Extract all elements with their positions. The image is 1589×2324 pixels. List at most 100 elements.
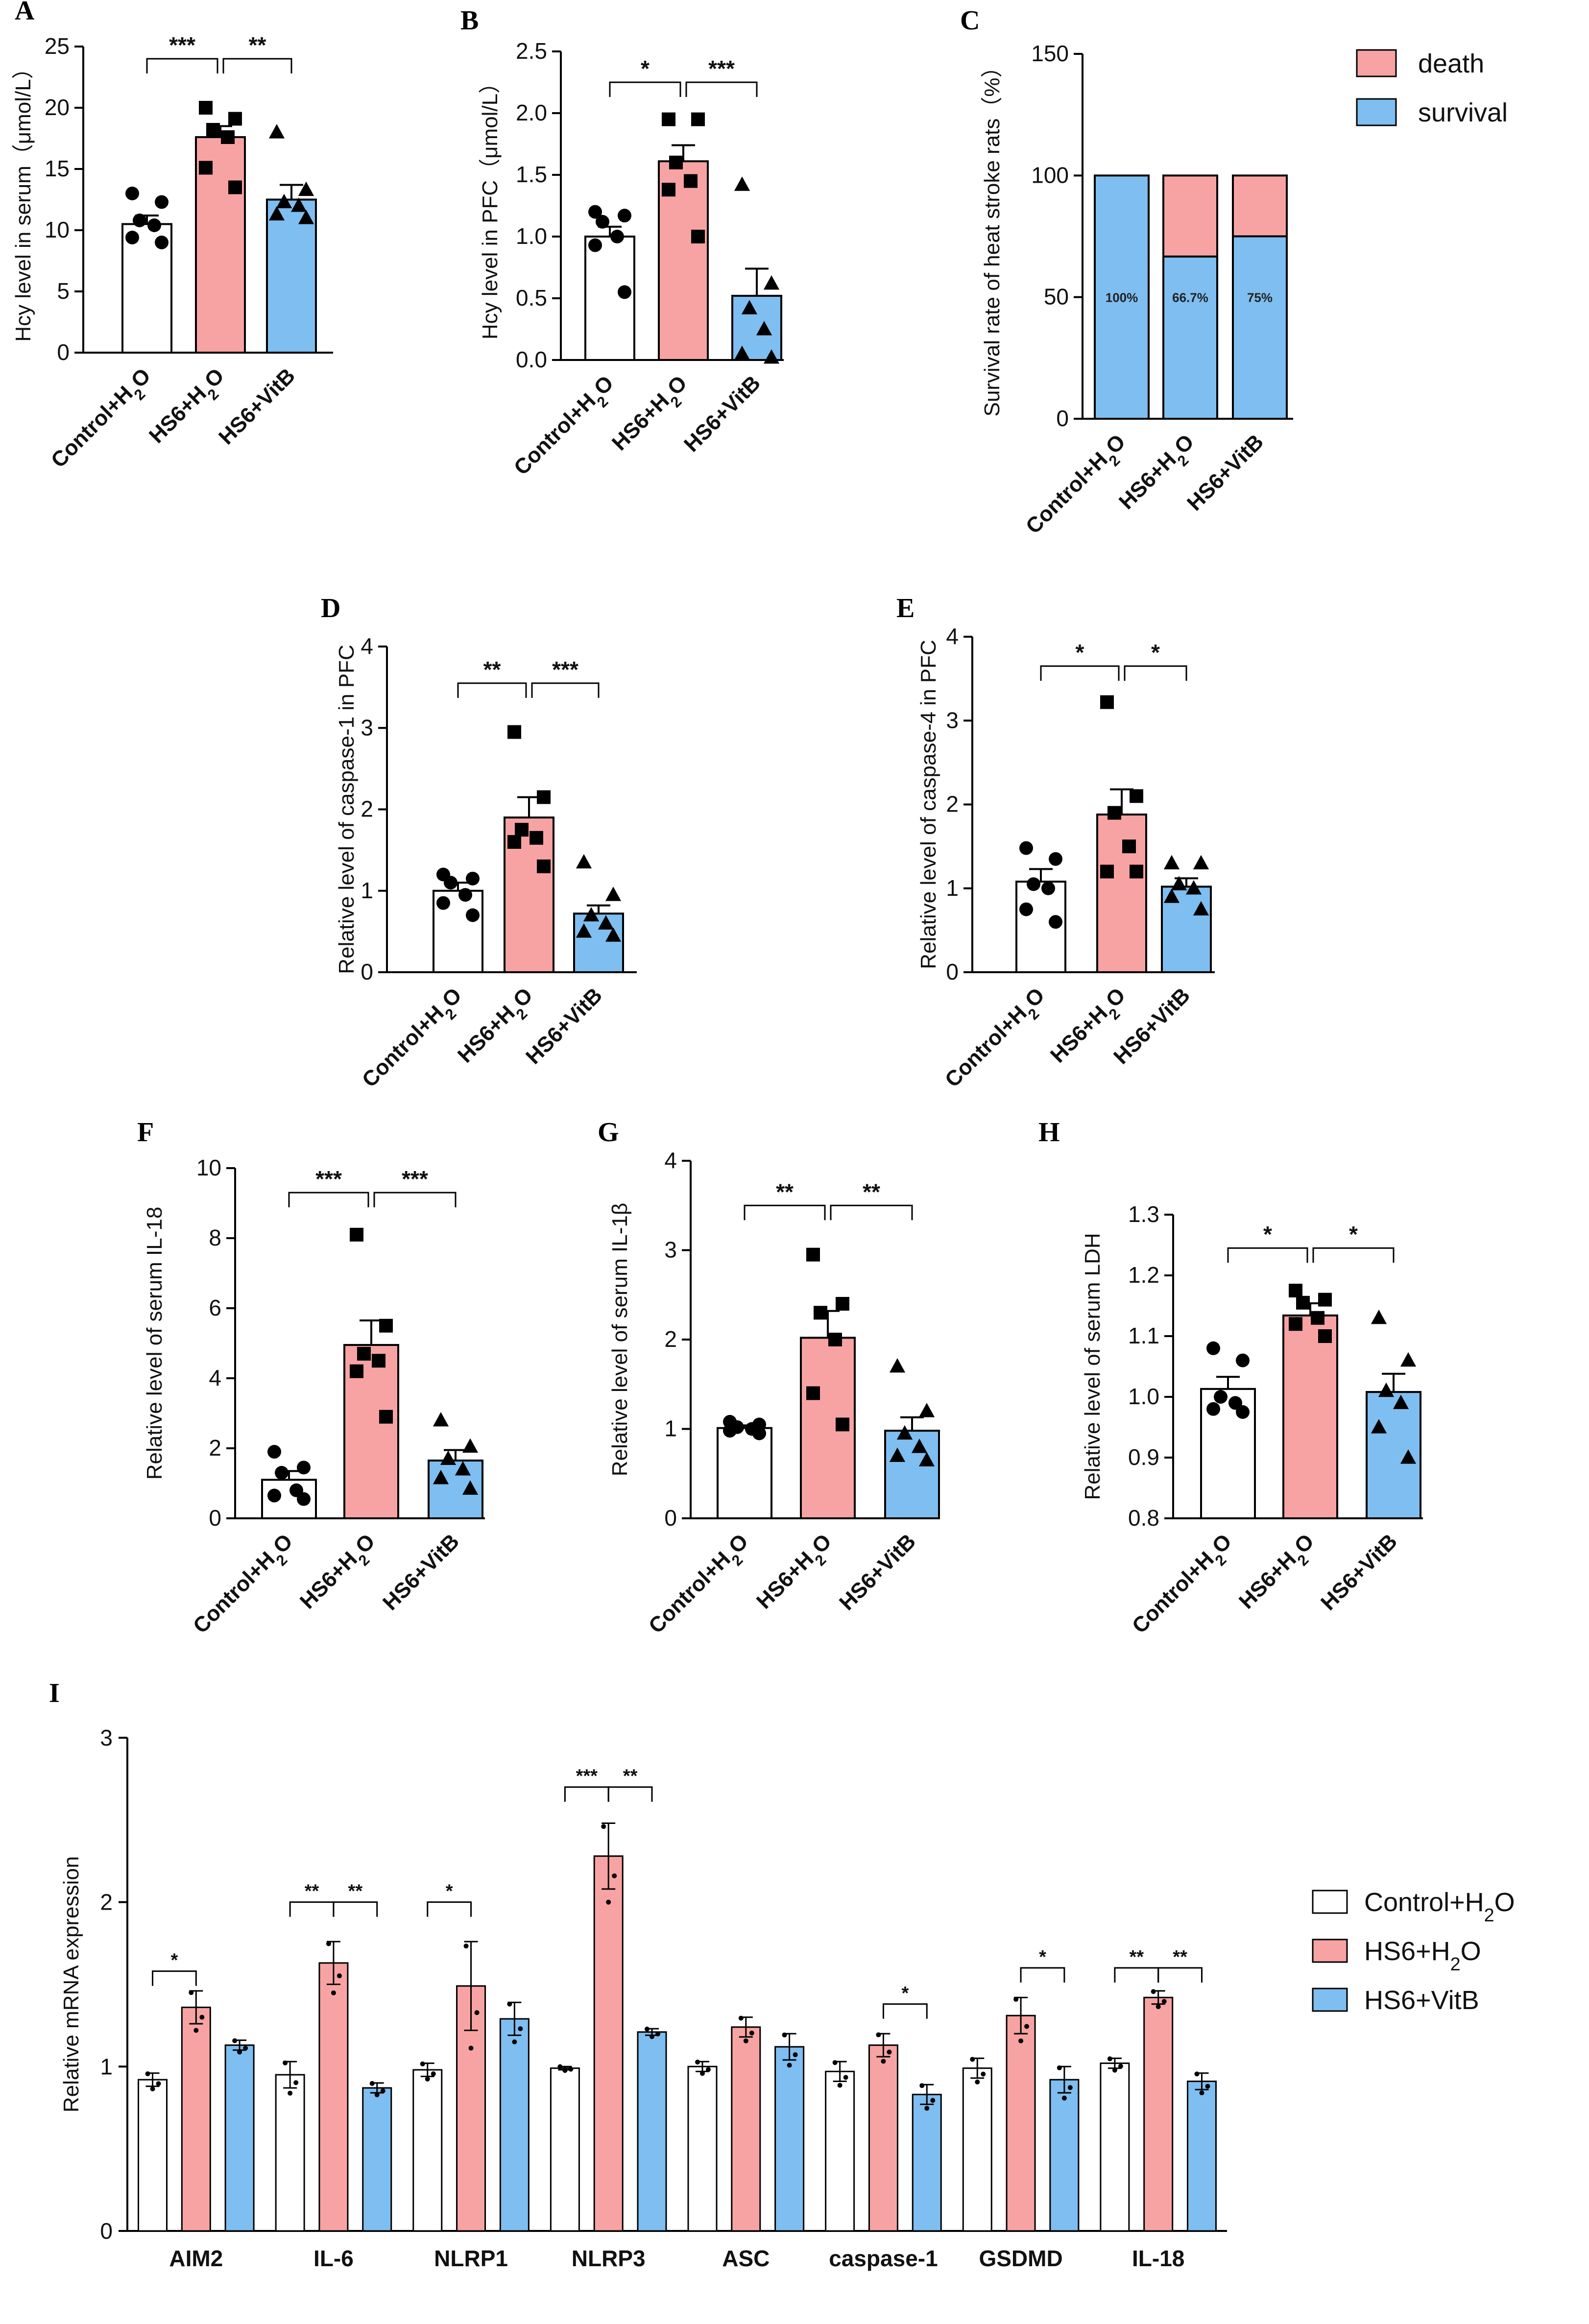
y-tick-label: 2 bbox=[946, 791, 959, 817]
data-point-circle bbox=[155, 236, 169, 249]
data-point-square bbox=[1318, 1293, 1332, 1307]
data-point-square bbox=[1130, 864, 1143, 879]
y-tick-label: 1 bbox=[100, 2054, 113, 2079]
data-point-triangle bbox=[583, 907, 600, 922]
significance-bracket bbox=[373, 1192, 457, 1208]
data-point-circle bbox=[297, 1492, 311, 1506]
data-point bbox=[1013, 1997, 1019, 2002]
data-point bbox=[232, 2038, 238, 2043]
legend-label: death bbox=[1418, 49, 1484, 78]
data-point-triangle bbox=[911, 1438, 928, 1453]
y-tick-label: 0 bbox=[1056, 406, 1069, 431]
data-point-triangle bbox=[741, 300, 758, 314]
legend: death survival bbox=[1356, 49, 1508, 127]
data-point bbox=[606, 1899, 611, 1905]
y-tick-label: 0 bbox=[664, 1505, 677, 1531]
data-point bbox=[876, 2032, 881, 2037]
data-point-triangle bbox=[1393, 1394, 1409, 1409]
data-point-circle bbox=[752, 1426, 766, 1440]
panel-letter-g: G bbox=[598, 1117, 619, 1148]
x-category-label: HS6+H2O bbox=[1234, 1529, 1324, 1618]
significance-label: * bbox=[1151, 640, 1160, 665]
bar-control-h2o bbox=[550, 2067, 580, 2232]
significance-bracket bbox=[744, 1204, 826, 1221]
significance-bracket bbox=[1312, 1247, 1395, 1263]
legend-swatch bbox=[1312, 1988, 1348, 2012]
data-point bbox=[887, 2049, 892, 2055]
y-tick-label: 3 bbox=[664, 1237, 677, 1263]
data-point bbox=[463, 1943, 469, 1949]
data-point-square bbox=[357, 1346, 371, 1361]
data-point-triangle bbox=[889, 1358, 906, 1373]
data-point bbox=[156, 2081, 161, 2086]
bar-hs6-vitb bbox=[774, 2046, 805, 2232]
legend-label: survival bbox=[1418, 98, 1508, 127]
data-point-triangle bbox=[763, 275, 780, 290]
significance-label: * bbox=[1076, 640, 1084, 665]
data-point-circle bbox=[1019, 841, 1033, 855]
x-category-label: IL-18 bbox=[1132, 2246, 1184, 2271]
x-category-label: Control+H2O bbox=[644, 1529, 758, 1643]
data-point-circle bbox=[466, 871, 480, 886]
data-point-square bbox=[537, 859, 551, 873]
y-tick-label: 0 bbox=[100, 2218, 113, 2244]
data-point-square bbox=[691, 230, 705, 243]
bar-hs6-h2o bbox=[1006, 2014, 1036, 2232]
data-point-triangle bbox=[455, 1461, 471, 1476]
x-category-label: HS6+VitB bbox=[835, 1529, 920, 1615]
y-tick-label: 8 bbox=[209, 1225, 221, 1250]
data-point-square bbox=[1130, 789, 1143, 803]
data-point-square bbox=[537, 790, 551, 804]
data-point-square bbox=[1296, 1295, 1310, 1310]
data-point-circle bbox=[588, 205, 602, 219]
y-tick-label: 10 bbox=[196, 1155, 221, 1180]
data-point-triangle bbox=[598, 915, 614, 930]
y-axis-label: Survival rate of heat stroke rats（%） bbox=[980, 56, 1004, 416]
data-point-triangle bbox=[433, 1469, 449, 1485]
data-point-square bbox=[379, 1318, 393, 1333]
significance-bracket bbox=[830, 1204, 913, 1221]
panel-letter-i: I bbox=[49, 1678, 60, 1708]
data-point-circle bbox=[1214, 1390, 1228, 1404]
bar-3 bbox=[1366, 1391, 1421, 1520]
x-category-label: IL-6 bbox=[313, 2246, 354, 2271]
data-point bbox=[706, 2067, 711, 2072]
panel-letter-d: D bbox=[321, 593, 340, 623]
y-tick-label: 3 bbox=[361, 715, 373, 740]
x-category-label: Control+H2O bbox=[47, 363, 160, 477]
data-point-triangle bbox=[1185, 880, 1202, 895]
y-tick-label: 6 bbox=[209, 1295, 221, 1320]
data-point bbox=[374, 2092, 380, 2098]
data-point-circle bbox=[125, 231, 139, 244]
y-tick-label: 0.9 bbox=[1128, 1444, 1159, 1470]
bar-3 bbox=[884, 1430, 940, 1519]
significance-bracket bbox=[427, 1901, 472, 1917]
panel-letter-e: E bbox=[896, 593, 915, 623]
bar-3 bbox=[573, 912, 624, 974]
data-point-square bbox=[684, 174, 698, 188]
data-point bbox=[1061, 2095, 1067, 2101]
data-point-square bbox=[199, 161, 213, 175]
data-point-square bbox=[806, 1247, 820, 1262]
data-point bbox=[1057, 2065, 1062, 2071]
data-point-triangle bbox=[298, 210, 314, 224]
significance-bracket bbox=[152, 1970, 197, 1986]
y-axis-label: Hcy level in serum（μmol/L） bbox=[11, 57, 35, 341]
x-category-label: Control+H2O bbox=[940, 983, 1054, 1097]
data-point-triangle bbox=[1193, 855, 1209, 869]
bar-hs6-vitb bbox=[1049, 2079, 1080, 2232]
bar-hs6-h2o bbox=[318, 1962, 349, 2232]
data-point-triangle bbox=[756, 321, 772, 335]
data-point-square bbox=[350, 1364, 363, 1378]
data-point bbox=[518, 2026, 523, 2032]
legend-label: HS6+H2O bbox=[1364, 1937, 1481, 1975]
y-axis-label: Relative level of caspase-1 in PFC bbox=[335, 645, 359, 974]
significance-label: * bbox=[641, 56, 650, 81]
y-tick-label: 1.1 bbox=[1128, 1323, 1159, 1348]
data-point bbox=[237, 2049, 242, 2055]
data-point bbox=[981, 2071, 986, 2077]
data-point bbox=[145, 2071, 150, 2077]
data-point-square bbox=[1289, 1317, 1302, 1331]
x-category-label: NLRP1 bbox=[434, 2246, 508, 2271]
